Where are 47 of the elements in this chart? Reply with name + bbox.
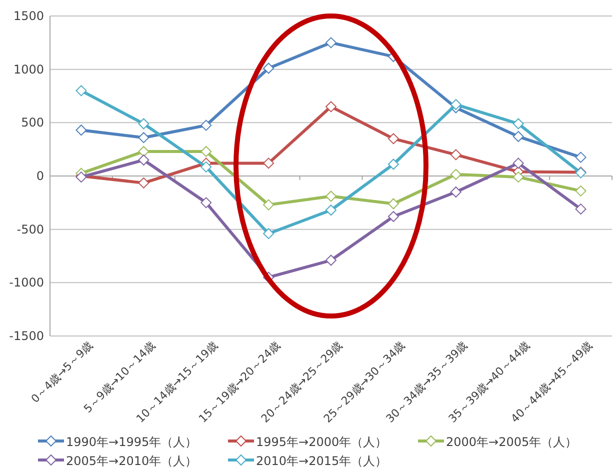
y-tick-label: 1500 <box>13 9 44 23</box>
y-tick-label: -1000 <box>9 276 44 290</box>
point <box>512 158 524 169</box>
point <box>138 177 150 188</box>
point <box>450 168 462 180</box>
point <box>388 211 399 222</box>
point <box>138 146 150 157</box>
point <box>200 146 212 157</box>
point <box>512 172 524 183</box>
legend-label: 2000年→2005年（人） <box>446 435 578 449</box>
point <box>263 62 274 74</box>
point <box>326 37 336 48</box>
point <box>450 186 462 198</box>
y-tick-label: 500 <box>21 116 44 130</box>
y-tick-label: -1500 <box>9 329 44 343</box>
point <box>388 158 399 170</box>
point <box>326 101 336 112</box>
legend-label: 2010年→2015年（人） <box>256 454 388 468</box>
point <box>450 149 462 160</box>
point <box>263 158 274 169</box>
point <box>388 198 399 210</box>
point <box>138 154 150 166</box>
point <box>138 118 150 130</box>
point <box>388 133 399 144</box>
point <box>263 199 274 210</box>
point <box>138 132 150 144</box>
point <box>200 161 212 172</box>
y-tick-label: 1000 <box>13 62 44 76</box>
point <box>200 120 212 131</box>
point <box>575 204 586 215</box>
point <box>575 152 586 163</box>
legend-label: 1990年→1995年（人） <box>66 435 198 449</box>
point <box>326 254 336 266</box>
legend-label: 2005年→2010年（人） <box>66 454 198 468</box>
point <box>450 99 462 110</box>
point <box>200 197 212 208</box>
point <box>575 185 586 196</box>
y-tick-label: 0 <box>36 169 44 183</box>
point <box>512 118 524 130</box>
y-tick-label: -500 <box>16 222 44 236</box>
point <box>326 190 336 202</box>
point <box>326 204 336 216</box>
point <box>76 85 87 96</box>
point <box>76 124 87 136</box>
point <box>263 228 274 240</box>
point <box>512 131 524 142</box>
legend-label: 1995年→2000年（人） <box>256 435 388 449</box>
